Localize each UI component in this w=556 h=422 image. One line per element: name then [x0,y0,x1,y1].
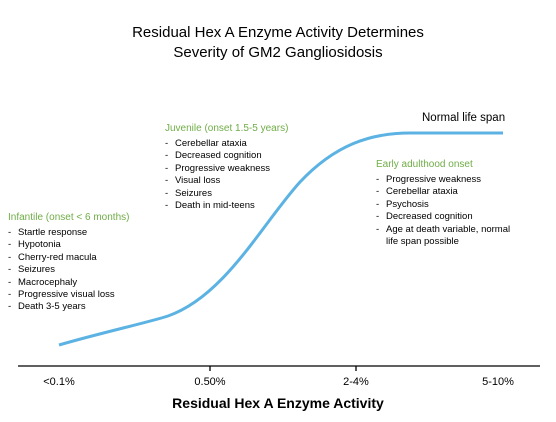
juvenile-item: Cerebellar ataxia [165,138,288,151]
infantile-group: Infantile (onset < 6 months) Startle res… [8,211,129,314]
juvenile-item: Seizures [165,188,288,201]
adult-group: Early adulthood onset Progressive weakne… [376,158,510,248]
x-tick-label: 5-10% [482,376,514,388]
infantile-item: Death 3-5 years [8,301,129,314]
infantile-item: Cherry-red macula [8,252,129,265]
title-line-1: Residual Hex A Enzyme Activity Determine… [132,24,424,41]
x-tick-label: <0.1% [43,376,75,388]
infantile-item: Hypotonia [8,239,129,252]
juvenile-item: Progressive weakness [165,163,288,176]
x-tick-label: 0.50% [194,376,226,388]
x-tick-label: 2-4% [343,376,369,388]
adult-item: life span possible [386,236,459,248]
adult-item: Progressive weakness [376,174,510,187]
adult-header: Early adulthood onset [376,159,473,170]
juvenile-item: Death in mid-teens [165,200,288,213]
infantile-item: Startle response [8,227,129,240]
title-line-2: Severity of GM2 Gangliosidosis [173,44,383,61]
juvenile-item: Visual loss [165,175,288,188]
normal-life-span-label: Normal life span [422,112,506,124]
infantile-item: Macrocephaly [8,277,129,290]
adult-item: Psychosis [376,199,510,212]
adult-item: Decreased cognition [376,211,510,224]
juvenile-group: Juvenile (onset 1.5-5 years) Cerebellar … [165,122,289,213]
adult-item: Age at death variable, normal [376,224,510,237]
juvenile-item: Decreased cognition [165,150,288,163]
infantile-item: Seizures [8,264,129,277]
x-axis-label: Residual Hex A Enzyme Activity [172,395,384,411]
juvenile-header: Juvenile (onset 1.5-5 years) [165,123,289,134]
severity-curve [58,131,503,347]
adult-item: Cerebellar ataxia [376,186,510,199]
infantile-header: Infantile (onset < 6 months) [8,212,130,223]
infantile-item: Progressive visual loss [8,289,129,302]
